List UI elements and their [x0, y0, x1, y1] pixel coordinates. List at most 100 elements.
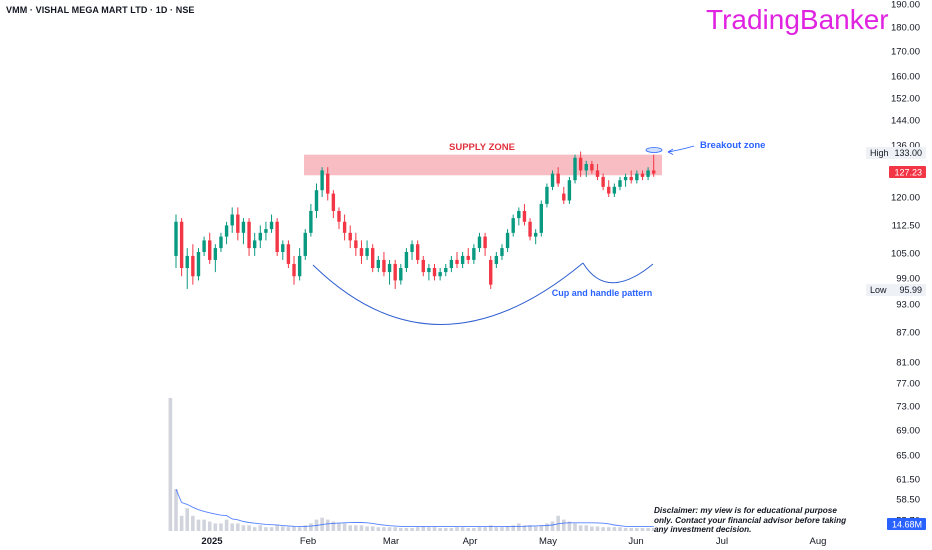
candle-body — [320, 170, 324, 191]
candle-body — [331, 193, 336, 211]
candle-body — [314, 190, 319, 211]
x-tick-label: Mar — [383, 536, 399, 547]
x-tick-label: May — [539, 536, 557, 547]
candle-body — [174, 221, 178, 256]
candle — [174, 214, 178, 268]
candle-body — [269, 221, 274, 230]
candle-body — [258, 232, 262, 241]
volume-bar — [449, 527, 454, 531]
candle-body — [230, 214, 234, 226]
volume-bar — [292, 526, 296, 531]
volume-bar — [387, 527, 392, 531]
candles[interactable] — [174, 151, 656, 289]
volume-bar — [382, 527, 386, 531]
candle-body — [505, 232, 510, 249]
volume-bar — [629, 527, 634, 531]
candle — [449, 255, 454, 273]
handle-curve — [582, 262, 654, 284]
candle-body — [202, 240, 206, 252]
candle-body — [292, 263, 296, 277]
candle-body — [208, 240, 212, 260]
high-label: High — [870, 148, 889, 158]
candle-body — [365, 248, 369, 256]
y-tick-label: 61.50 — [896, 475, 920, 486]
volume-bar — [612, 527, 617, 531]
volume-bar — [354, 525, 358, 531]
volume-bar — [393, 527, 397, 531]
candle — [309, 203, 313, 237]
volume-bar — [415, 527, 420, 531]
candle — [314, 183, 319, 219]
volume-bar — [438, 527, 442, 531]
candle-body — [247, 221, 251, 249]
candle — [511, 214, 515, 237]
volume-bar — [185, 508, 190, 531]
volume-bar — [359, 525, 364, 531]
candle-body — [517, 210, 521, 219]
y-tick-label: 190.00 — [891, 0, 920, 11]
y-tick-label: 144.00 — [891, 116, 920, 127]
candle-body — [185, 255, 189, 268]
candle — [342, 214, 347, 241]
volume-bar — [500, 527, 504, 531]
candle-body — [303, 232, 307, 256]
candle — [522, 203, 527, 226]
volume-bar — [174, 489, 178, 531]
volume-bar — [264, 527, 268, 531]
volume-bar — [224, 519, 229, 531]
supply-zone[interactable] — [304, 154, 662, 176]
candle-body — [326, 173, 330, 194]
candle-body — [477, 236, 482, 249]
volume-bar — [584, 525, 589, 531]
volume-bar — [561, 519, 566, 531]
volume-bar — [623, 527, 628, 531]
volume-bar — [399, 527, 403, 531]
candle — [545, 183, 549, 208]
volume-bar — [202, 519, 206, 531]
candle — [236, 207, 240, 241]
volume-bar — [432, 527, 437, 531]
candle — [550, 170, 555, 191]
candle — [562, 186, 566, 204]
candle-body — [179, 221, 184, 268]
candle — [533, 229, 538, 245]
candle-body — [275, 221, 279, 252]
candle — [573, 154, 577, 184]
volume-bar — [196, 519, 201, 531]
y-tick-label: 58.50 — [896, 495, 920, 506]
volume-bar — [303, 525, 308, 531]
volume-tag: 14.68M — [887, 518, 926, 530]
x-tick-label: Jun — [628, 536, 643, 547]
candle — [489, 255, 493, 289]
y-tick-label: 73.00 — [896, 402, 920, 413]
candle-body — [421, 259, 425, 273]
candle — [281, 240, 285, 260]
candle — [213, 244, 218, 273]
candle-body — [297, 255, 302, 277]
annotations: SUPPLY ZONE Breakout zone Cup and handle p… — [312, 140, 765, 325]
axes: 190.00 180.00 170.00 160.00 152.00 144.00 136.… — [201, 0, 926, 547]
volume-bar — [472, 527, 476, 531]
candle-body — [556, 173, 560, 184]
volume-bar — [595, 526, 600, 531]
candle-body — [393, 263, 397, 281]
candle — [623, 173, 628, 187]
candle-body — [337, 210, 341, 222]
candle-body — [567, 180, 572, 201]
candle-body — [472, 248, 476, 260]
candle-body — [635, 173, 639, 181]
candle — [500, 244, 504, 260]
candle-body — [595, 170, 600, 177]
cup-curve — [312, 262, 584, 325]
symbol-title: VMM · VISHAL MEGA MART LTD · 1D · NSE — [6, 5, 195, 15]
low-tag-bg — [866, 284, 926, 296]
volume-bar — [533, 526, 538, 531]
y-tick-label: 180.00 — [891, 23, 920, 34]
volume-tag-bg — [887, 518, 926, 530]
candle — [539, 200, 543, 237]
candle — [179, 218, 184, 277]
candle-body — [449, 259, 454, 268]
volume-bars — [168, 398, 656, 531]
candle-body — [438, 272, 442, 277]
